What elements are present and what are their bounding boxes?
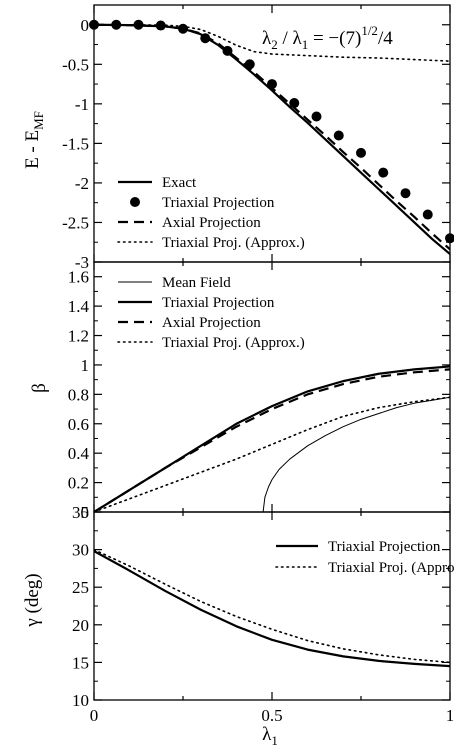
legend-label: Mean Field bbox=[162, 275, 231, 291]
panel-1: -3 -2.5 -2 -1.5 -1 -0.5 0 Exact Triaxial Project… bbox=[62, 4, 454, 272]
x-tick-label: 1 bbox=[446, 706, 454, 725]
y-tick-label: -2 bbox=[75, 174, 89, 193]
y-tick-label: 10 bbox=[72, 691, 89, 710]
data-point bbox=[311, 111, 322, 122]
data-point bbox=[333, 130, 344, 141]
panel3-ylabel: γ (deg) bbox=[22, 573, 43, 627]
legend-label: Triaxial Projection bbox=[328, 539, 441, 555]
series-line-dotted bbox=[94, 396, 450, 512]
data-point bbox=[400, 188, 411, 199]
y-tick-label: 0.2 bbox=[68, 474, 89, 493]
data-point bbox=[445, 233, 454, 244]
xlabel-sub: 1 bbox=[271, 733, 278, 748]
title-equals: = −(7) bbox=[308, 28, 361, 49]
series-line-solid bbox=[94, 550, 450, 668]
y-tick-label: 1.4 bbox=[68, 297, 90, 316]
data-point bbox=[356, 147, 366, 158]
legend-label: Triaxial Proj. (Approx.) bbox=[162, 335, 305, 351]
y-tick-label: -3 bbox=[75, 253, 89, 272]
y-tick-label: 35 bbox=[72, 503, 89, 522]
title-slash: / bbox=[278, 28, 293, 49]
title-tail: /4 bbox=[378, 28, 393, 49]
x-tick-label: 0 bbox=[90, 706, 99, 725]
legend-marker bbox=[130, 197, 140, 207]
y-tick-label: 20 bbox=[72, 616, 89, 635]
y-tick-label: 0.4 bbox=[68, 444, 90, 463]
title-sup: 1/2 bbox=[361, 23, 378, 38]
legend-label: Exact bbox=[162, 175, 197, 191]
panel1-ylabel-sub: MF bbox=[31, 111, 46, 130]
y-tick-label: -2.5 bbox=[62, 213, 89, 232]
panel1-ylabel: E - EMF bbox=[22, 111, 46, 169]
legend-label: Axial Projection bbox=[162, 215, 261, 231]
y-tick-label: 15 bbox=[72, 653, 89, 672]
panel-2: 0 0.2 0.4 0.6 0.8 1 1.2 1.4 1.6 Mean Field Triaxia… bbox=[68, 261, 451, 522]
y-tick-label: 30 bbox=[72, 541, 89, 560]
title-lambda1: λ bbox=[293, 28, 303, 49]
x-axis-label: λ1 bbox=[262, 724, 278, 748]
data-point bbox=[289, 98, 300, 109]
legend-label: Triaxial Projection bbox=[162, 295, 275, 311]
series-line-dotted bbox=[94, 548, 450, 664]
legend-label: Triaxial Proj. (Approx.) bbox=[162, 235, 305, 251]
y-tick-label: 1.6 bbox=[68, 268, 89, 287]
data-point bbox=[422, 209, 433, 220]
y-tick-label: 0 bbox=[81, 503, 90, 522]
series-line-solid bbox=[94, 365, 450, 512]
xlabel-main: λ bbox=[262, 724, 272, 745]
y-tick-label: 0.6 bbox=[68, 415, 89, 434]
y-tick-label: -0.5 bbox=[62, 55, 89, 74]
data-point bbox=[200, 33, 211, 44]
y-tick-label: 0 bbox=[81, 16, 90, 35]
title-sub1: 1 bbox=[302, 37, 309, 52]
y-tick-label: 0.8 bbox=[68, 385, 89, 404]
panel1-title: λ2 / λ1 = −(7)1/2/4 bbox=[262, 23, 393, 52]
y-tick-label: 25 bbox=[72, 578, 89, 597]
legend-label: Triaxial Projection bbox=[162, 195, 275, 211]
series-line-thin bbox=[94, 396, 450, 512]
legend-label: Axial Projection bbox=[162, 315, 261, 331]
y-tick-label: 1 bbox=[81, 356, 90, 375]
title-lambda2: λ bbox=[262, 28, 272, 49]
panel2-ylabel: β bbox=[29, 383, 50, 393]
series-line-dotted bbox=[94, 23, 450, 62]
x-tick-label: 0.5 bbox=[261, 706, 282, 725]
y-tick-label: -1.5 bbox=[62, 134, 89, 153]
legend-label: Triaxial Proj. (Approx.) bbox=[328, 560, 454, 576]
y-tick-label: 1.2 bbox=[68, 327, 89, 346]
title-sub2: 2 bbox=[271, 37, 278, 52]
data-point bbox=[378, 167, 389, 178]
series-line-dashed bbox=[94, 368, 450, 512]
y-tick-label: -1 bbox=[75, 95, 89, 114]
panel1-ylabel-main: E - E bbox=[22, 130, 43, 169]
series-line-dashed bbox=[94, 23, 450, 251]
